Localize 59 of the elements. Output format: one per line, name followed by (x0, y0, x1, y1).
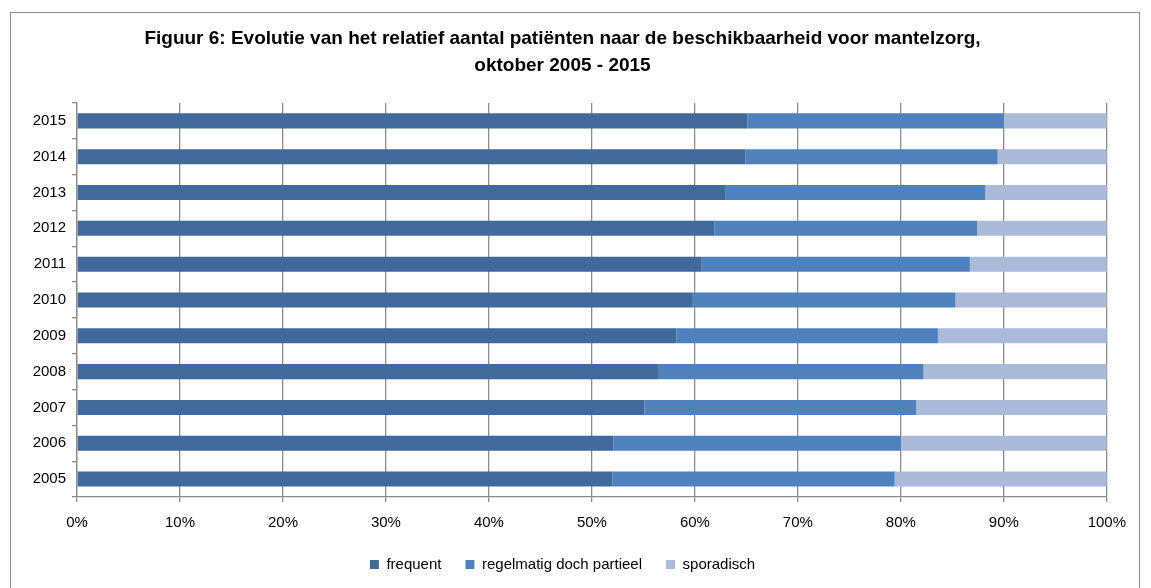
bar (937, 328, 1107, 344)
bar (900, 435, 1107, 451)
bar (644, 399, 917, 415)
bar (745, 149, 998, 165)
bar (77, 328, 677, 344)
bar (701, 256, 970, 272)
bar (916, 399, 1107, 415)
x-tick-label: 20% (267, 513, 298, 531)
x-tick-label: 80% (885, 513, 916, 531)
bar (77, 256, 702, 272)
y-tick-label: 2009 (32, 325, 66, 343)
bar (77, 113, 748, 129)
x-tick-label: 30% (370, 513, 401, 531)
y-tick-label: 2008 (32, 361, 66, 379)
bar (923, 364, 1107, 380)
bar (676, 328, 938, 344)
bar (77, 364, 659, 380)
bar (692, 292, 956, 308)
bar (77, 149, 746, 165)
bar (612, 471, 895, 487)
x-tick-label: 90% (988, 513, 1019, 531)
bar (969, 256, 1107, 272)
x-tick-label: 40% (473, 513, 504, 531)
x-tick-label: 10% (164, 513, 195, 531)
x-tick-label: 0% (66, 513, 88, 531)
y-tick-label: 2011 (33, 254, 66, 272)
bar (894, 471, 1107, 487)
x-tick-label: 50% (576, 513, 607, 531)
y-tick-label: 2013 (32, 182, 66, 200)
y-tick-label: 2015 (32, 111, 66, 129)
bar (955, 292, 1107, 308)
y-tick-label: 2007 (32, 397, 66, 415)
bar (77, 184, 726, 201)
x-tick-label: 60% (679, 513, 710, 531)
bar (714, 220, 978, 236)
x-tick-label: 70% (782, 513, 813, 531)
bar (77, 399, 645, 415)
legend-label: sporadisch (682, 554, 756, 572)
y-tick-label: 2014 (32, 146, 66, 164)
bar (613, 435, 901, 451)
bar (725, 184, 986, 201)
bar (977, 220, 1107, 236)
legend-label: frequent (386, 554, 443, 572)
y-tick-label: 2006 (32, 433, 66, 451)
y-tick-label: 2012 (32, 218, 66, 236)
bar (77, 220, 715, 236)
bar (77, 471, 613, 487)
y-tick-label: 2010 (32, 290, 66, 308)
x-tick-label: 100% (1087, 513, 1127, 531)
bar (1003, 113, 1107, 129)
bar (658, 364, 924, 380)
bar (985, 184, 1107, 201)
y-tick-label: 2005 (32, 469, 66, 487)
legend-label: regelmatig doch partieel (481, 554, 643, 572)
bar (77, 292, 693, 308)
bar (997, 149, 1107, 165)
bar (77, 435, 614, 451)
chart-title: Figuur 6: Evolutie van het relatief aantal patiënten naar de beschikbaarheid voor mantelzorg, oktober 2005 - 2015 (144, 26, 981, 75)
bar (747, 113, 1004, 129)
